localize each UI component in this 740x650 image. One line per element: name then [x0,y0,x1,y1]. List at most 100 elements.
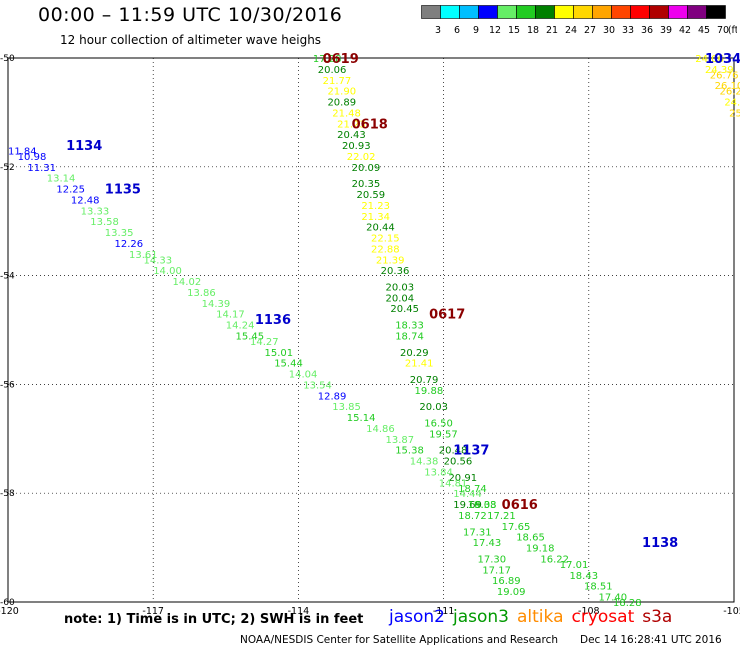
longitude-tick-label: -114 [288,606,310,617]
colorbar-label: 21 [546,25,558,36]
wave-height-value: 20.91 [448,473,477,484]
wave-height-value: 17.43 [473,538,502,549]
colorbar-label: 39 [660,25,672,36]
wave-height-value: 14.38 [410,457,439,468]
wave-height-value: 14.04 [289,370,318,381]
wave-height-value: 19.09 [497,587,526,598]
wave-height-value: 12.48 [71,195,100,206]
wave-height-value: 20.29 [400,348,429,359]
wave-height-value: 12.25 [56,185,85,196]
wave-height-value: 15.01 [265,348,294,359]
longitude-tick-label: -108 [578,606,600,617]
generation-timestamp: Dec 14 16:28:41 UTC 2016 [580,634,722,646]
colorbar-label: 45 [698,25,710,36]
wave-height-value: 19.38 [468,500,497,511]
wave-height-value: 11.31 [27,163,56,174]
wave-height-value: 16.03 [468,500,497,511]
wave-height-value: 26.76 [710,70,739,81]
wave-height-value: 20.48 [439,446,468,457]
colorbar-swatch [706,5,726,19]
wave-height-value: 14.02 [173,277,202,288]
wave-height-value: 18.33 [395,321,424,332]
wave-height-value: 13.14 [47,174,76,185]
longitude-tick-label: -117 [142,606,164,617]
colorbar-label: 12 [489,25,501,36]
wave-height-value: 20.35 [352,179,381,190]
pass-time-label: 1034 [705,52,740,67]
wave-height-value: 16.50 [424,418,453,429]
wave-height-value: 17.40 [598,593,627,604]
wave-height-value: 20.93 [342,141,371,152]
wave-height-value: 22.15 [371,234,400,245]
wave-height-value: 24.06 [695,54,724,65]
wave-height-value: 18.28 [613,598,642,609]
wave-height-value: 18.74 [395,331,424,342]
colorbar-label: 15 [508,25,520,36]
wave-height-value: 17.30 [477,554,506,565]
wave-height-value: 18.74 [458,484,487,495]
wave-height-value: 12.26 [114,239,143,250]
legend-jason2: jason2 [389,607,445,627]
wave-height-value: 22.88 [371,244,400,255]
wave-height-value: 14.39 [202,299,231,310]
wave-height-value: 24.16 [724,98,740,109]
wave-height-value: 15.45 [235,331,264,342]
legend-jason3: jason3 [453,607,509,627]
wave-height-value: 13.85 [332,402,361,413]
wave-height-value: 18.72 [458,511,487,522]
wave-height-value: 17.31 [463,527,492,538]
wave-height-value: 14.27 [250,337,279,348]
pass-time-label: 0616 [502,498,538,513]
latitude-tick-label: -56 [0,380,15,390]
wave-height-value: 24.39 [705,65,734,76]
wave-height-value: 13.33 [81,206,110,217]
colorbar-label: 36 [641,25,653,36]
pass-time-label: 1137 [453,444,489,459]
wave-height-value: 17.17 [482,565,511,576]
wave-height-value: 11.84 [8,146,37,157]
wave-height-value: 21.23 [337,119,366,130]
wave-height-value: 16.22 [540,554,569,565]
wave-height-value: 19.57 [429,429,458,440]
satellite-legend: jason2 jason3 altika cryosat s3a [389,607,680,627]
wave-height-value: 18.65 [516,533,545,544]
wave-height-value: 14.00 [153,266,182,277]
wave-height-value: 13.87 [386,435,415,446]
wave-height-value: 21.23 [361,201,390,212]
wave-height-value: 15.38 [395,446,424,457]
wave-height-value: 20.44 [366,223,395,234]
legend-s3a: s3a [642,607,673,627]
wave-height-value: 20.56 [444,457,473,468]
longitude-tick-label: -111 [433,606,455,617]
wave-height-value: 25.32 [729,108,740,119]
map-subtitle: 12 hour collection of altimeter wave hei… [60,33,322,47]
wave-height-value: 21.34 [361,212,390,223]
wave-height-value: 17.01 [560,560,589,571]
colorbar-label: 6 [454,25,460,36]
pass-time-label: 0617 [429,308,465,323]
colorbar-unit: (ft) [728,25,737,36]
pass-time-label: 1138 [642,536,678,551]
wave-height-value: 12.89 [318,391,347,402]
colorbar-label: 27 [584,25,596,36]
wave-height-value: 18.51 [584,582,613,593]
colorbar-label: 18 [527,25,539,36]
wave-height-value: 17.65 [502,522,531,533]
wave-height-value: 14.24 [226,321,255,332]
wave-height-value: 21.77 [323,76,352,87]
pass-time-label: 1136 [255,313,291,328]
wave-height-value: 21.39 [376,255,405,266]
longitude-tick-label: -120 [0,606,19,617]
wave-height-value: 20.89 [327,98,356,109]
wave-height-value: 20.04 [386,293,415,304]
latitude-tick-label: -52 [0,163,15,173]
wave-height-value: 14.33 [144,255,173,266]
wave-height-value: 13.58 [90,217,119,228]
wave-height-value: 13.54 [303,380,332,391]
colorbar-label: 33 [622,25,634,36]
pass-time-label: 1135 [105,183,141,198]
legend-cryosat: cryosat [571,607,635,627]
legend-altika: altika [517,607,564,627]
wave-height-value: 13.84 [424,467,453,478]
